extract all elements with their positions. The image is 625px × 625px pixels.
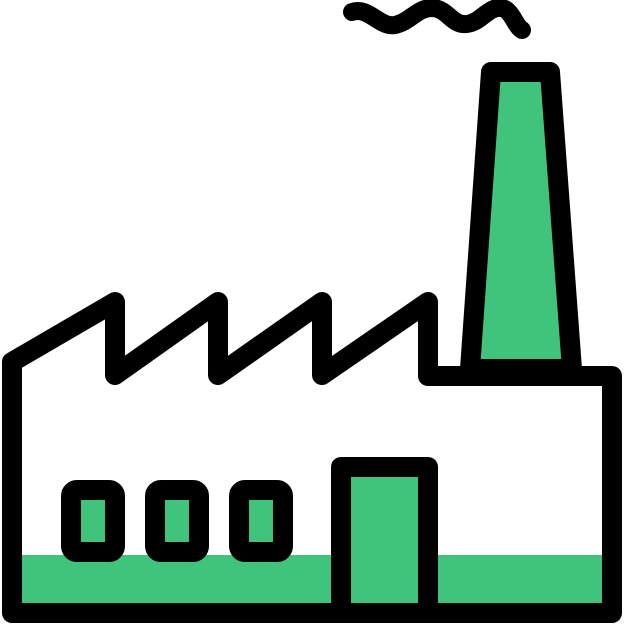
door [331, 457, 438, 623]
chimney [460, 62, 582, 379]
window-3 [229, 480, 293, 562]
factory-building [2, 292, 622, 623]
window-2 [145, 480, 209, 562]
smoke-wave [343, 0, 531, 39]
window-1 [61, 480, 125, 562]
